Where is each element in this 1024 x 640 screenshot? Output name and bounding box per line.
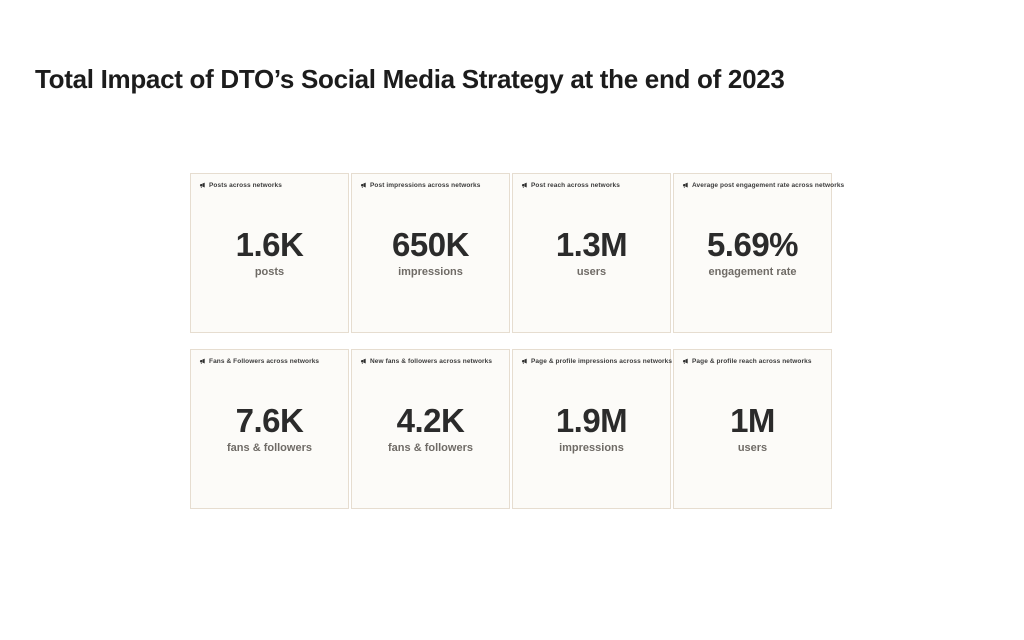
megaphone-icon: [521, 358, 528, 365]
card-header: Post impressions across networks: [360, 181, 501, 189]
metric-value: 7.6K: [235, 401, 304, 439]
megaphone-icon: [199, 182, 206, 189]
card-body: 650K impressions: [360, 189, 501, 322]
megaphone-icon: [360, 358, 367, 365]
card-body: 1.9M impressions: [521, 365, 662, 498]
card-body: 1.3M users: [521, 189, 662, 322]
card-header-label: Average post engagement rate across netw…: [692, 181, 845, 189]
metric-unit: users: [737, 441, 768, 454]
card-header-label: Post reach across networks: [531, 181, 620, 189]
card-header: Average post engagement rate across netw…: [682, 181, 844, 189]
metric-unit: posts: [254, 265, 285, 278]
metric-card-page-profile-reach: Page & profile reach across networks 1M …: [673, 349, 832, 509]
metric-unit: impressions: [559, 441, 624, 454]
card-header-label: Page & profile impressions across networ…: [531, 357, 673, 365]
card-body: 1M users: [682, 365, 823, 498]
metric-value: 4.2K: [396, 401, 465, 439]
metrics-grid: Posts across networks 1.6K posts Post im…: [190, 173, 844, 509]
metric-card-engagement-rate: Average post engagement rate across netw…: [673, 173, 844, 333]
megaphone-icon: [360, 182, 367, 189]
megaphone-icon: [199, 358, 206, 365]
card-header: Page & profile impressions across networ…: [521, 357, 672, 365]
card-header-label: Post impressions across networks: [370, 181, 481, 189]
metric-unit: fans & followers: [227, 441, 312, 454]
card-body: 1.6K posts: [199, 189, 340, 322]
metric-card-posts: Posts across networks 1.6K posts: [190, 173, 349, 333]
megaphone-icon: [682, 358, 689, 365]
metric-card-fans-followers: Fans & Followers across networks 7.6K fa…: [190, 349, 349, 509]
metric-value: 5.69%: [706, 225, 799, 263]
page-title: Total Impact of DTO’s Social Media Strat…: [35, 64, 785, 94]
metric-value: 1M: [730, 401, 775, 439]
metric-value: 650K: [392, 225, 469, 263]
metric-unit: impressions: [398, 265, 463, 278]
metric-card-page-profile-impressions: Page & profile impressions across networ…: [512, 349, 672, 509]
card-header-label: Page & profile reach across networks: [692, 357, 812, 365]
card-body: 5.69% engagement rate: [682, 189, 823, 322]
metric-value: 1.6K: [235, 225, 304, 263]
metric-card-new-fans-followers: New fans & followers across networks 4.2…: [351, 349, 510, 509]
card-body: 7.6K fans & followers: [199, 365, 340, 498]
card-header-label: Posts across networks: [209, 181, 282, 189]
metric-card-post-impressions: Post impressions across networks 650K im…: [351, 173, 510, 333]
card-header: Page & profile reach across networks: [682, 357, 823, 365]
card-header: Posts across networks: [199, 181, 340, 189]
card-header: Fans & Followers across networks: [199, 357, 340, 365]
card-header-label: Fans & Followers across networks: [209, 357, 320, 365]
card-header-label: New fans & followers across networks: [370, 357, 493, 365]
metric-value: 1.3M: [555, 225, 628, 263]
megaphone-icon: [682, 182, 689, 189]
metric-card-post-reach: Post reach across networks 1.3M users: [512, 173, 671, 333]
megaphone-icon: [521, 182, 528, 189]
metric-unit: engagement rate: [708, 265, 797, 278]
card-header: Post reach across networks: [521, 181, 662, 189]
card-header: New fans & followers across networks: [360, 357, 501, 365]
metric-unit: users: [576, 265, 607, 278]
metric-value: 1.9M: [555, 401, 628, 439]
metric-unit: fans & followers: [388, 441, 473, 454]
card-body: 4.2K fans & followers: [360, 365, 501, 498]
